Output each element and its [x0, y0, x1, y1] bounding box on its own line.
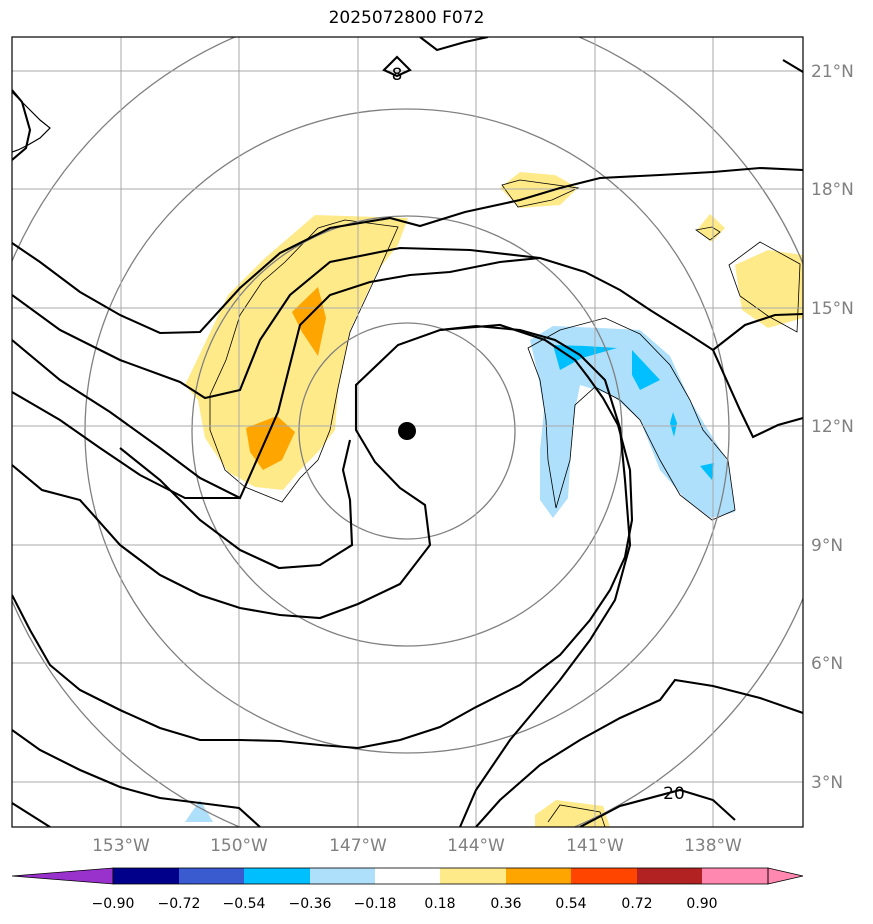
colorbar-label: 0.18 [424, 896, 455, 912]
lat-label: 9°N [811, 536, 843, 556]
colorbar-high-extend [767, 867, 804, 885]
lat-label: 12°N [811, 417, 854, 437]
longitude-labels: 153°W 150°W 147°W 144°W 141°W 138°W [92, 836, 742, 856]
closed-contour [382, 55, 412, 78]
colorbar-label: −0.54 [223, 896, 266, 912]
contour-label-8: 8 [392, 65, 403, 85]
map-title: 2025072800 F072 [328, 8, 485, 28]
negative-shading [185, 326, 735, 822]
lat-label: 15°N [811, 299, 854, 319]
colorbar-label: 0.36 [490, 896, 521, 912]
gridlines [12, 37, 803, 827]
colorbar: −0.90 −0.72 −0.54 −0.36 −0.18 0.18 0.36 … [11, 867, 804, 912]
colorbar-label: −0.72 [158, 896, 201, 912]
lon-label: 147°W [329, 836, 387, 856]
colorbar-swatch [310, 868, 375, 884]
map-frame [11, 36, 804, 828]
lon-label: 153°W [92, 836, 150, 856]
lon-label: 138°W [684, 836, 742, 856]
colorbar-label: 0.72 [621, 896, 652, 912]
colorbar-swatch [113, 868, 179, 884]
lat-label: 18°N [811, 180, 854, 200]
lon-label: 150°W [210, 836, 268, 856]
shading-outlines [209, 179, 801, 827]
contour-label-20: 20 [663, 784, 685, 804]
lat-label: 3°N [811, 773, 843, 793]
lat-label: 21°N [811, 62, 854, 82]
colorbar-swatch [702, 868, 768, 884]
main-contours [12, 37, 803, 827]
lon-label: 141°W [566, 836, 624, 856]
colorbar-label: −0.18 [354, 896, 397, 912]
positive-shading [185, 172, 803, 827]
coastline [12, 91, 51, 153]
colorbar-label: −0.36 [289, 896, 332, 912]
colorbar-swatch [571, 868, 637, 884]
range-rings [12, 37, 803, 827]
latitude-labels: 21°N 18°N 15°N 12°N 9°N 6°N 3°N [811, 62, 854, 793]
colorbar-swatch [244, 868, 310, 884]
colorbar-label: −0.90 [92, 896, 135, 912]
colorbar-swatch [637, 868, 702, 884]
storm-center-marker [398, 422, 416, 440]
colorbar-swatch [179, 868, 244, 884]
lat-label: 6°N [811, 654, 843, 674]
colorbar-label: 0.90 [686, 896, 717, 912]
map-plot-area: 8 20 [12, 37, 803, 827]
colorbar-low-extend [11, 867, 114, 885]
colorbar-swatch [375, 868, 440, 884]
colorbar-frame [112, 867, 769, 885]
lon-label: 144°W [447, 836, 505, 856]
colorbar-swatch [440, 868, 506, 884]
colorbar-swatch [506, 868, 571, 884]
colorbar-label: 0.54 [555, 896, 586, 912]
